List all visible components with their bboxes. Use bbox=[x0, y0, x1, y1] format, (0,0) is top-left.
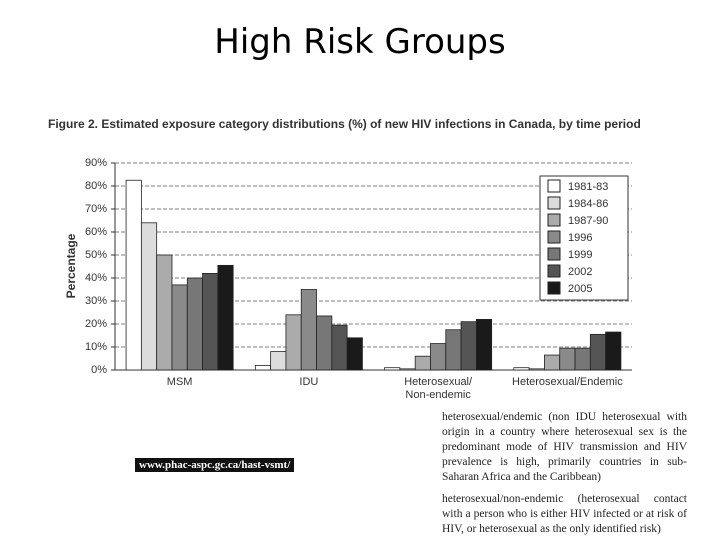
legend-label: 2002 bbox=[568, 266, 592, 278]
legend-label: 1981-83 bbox=[568, 181, 608, 193]
x-tick-label: Heterosexual/ Non-endemic bbox=[404, 376, 473, 401]
y-tick-label: 90% bbox=[85, 157, 107, 169]
note: heterosexual/endemic (non IDU heterosexu… bbox=[442, 411, 687, 483]
legend-swatch bbox=[547, 247, 561, 261]
y-tick-label: 10% bbox=[85, 341, 107, 353]
legend-label: 1987-90 bbox=[568, 215, 608, 227]
y-tick-label: 0% bbox=[91, 364, 107, 376]
source-url: www.phac-aspc.gc.ca/hast-vsmt/ bbox=[135, 458, 295, 472]
bar bbox=[475, 318, 493, 371]
bar bbox=[445, 329, 462, 371]
y-tick-label: 70% bbox=[85, 203, 107, 215]
bar bbox=[254, 364, 272, 371]
legend-swatch bbox=[547, 196, 561, 210]
bar bbox=[186, 277, 203, 371]
bar bbox=[605, 331, 622, 371]
x-tick-label: MSM bbox=[166, 376, 193, 388]
bar bbox=[300, 289, 317, 371]
bar bbox=[140, 222, 158, 371]
bar bbox=[156, 254, 173, 371]
legend-swatch bbox=[547, 179, 561, 193]
bar bbox=[589, 333, 607, 371]
bar bbox=[346, 337, 363, 371]
y-tick-label: 20% bbox=[85, 318, 107, 330]
bar bbox=[513, 367, 530, 371]
y-tick-label: 40% bbox=[85, 272, 107, 284]
x-tick-label: Heterosexual/Endemic bbox=[512, 376, 623, 388]
legend-swatch bbox=[547, 281, 561, 295]
bar bbox=[559, 347, 576, 371]
legend-label: 1996 bbox=[568, 232, 592, 244]
bar bbox=[430, 343, 447, 371]
y-tick-label: 50% bbox=[85, 249, 107, 261]
bar bbox=[270, 351, 287, 371]
bar bbox=[316, 315, 333, 371]
y-tick-label: 30% bbox=[85, 295, 107, 307]
bar bbox=[414, 355, 431, 371]
figure-caption: Figure 2. Estimated exposure category di… bbox=[48, 117, 641, 131]
legend-swatch bbox=[547, 264, 561, 278]
bar bbox=[460, 321, 477, 371]
note: heterosexual/non-endemic (heterosexual c… bbox=[442, 493, 687, 535]
bar bbox=[544, 354, 561, 371]
y-tick-label: 80% bbox=[85, 180, 107, 192]
x-tick-label: IDU bbox=[299, 376, 319, 388]
y-tick-label: 60% bbox=[85, 226, 107, 238]
bar bbox=[384, 367, 401, 371]
legend-label: 1999 bbox=[568, 249, 592, 261]
legend-label: 1984-86 bbox=[568, 198, 608, 210]
bar bbox=[399, 368, 416, 371]
bar bbox=[574, 347, 591, 371]
bar bbox=[331, 324, 348, 371]
y-axis-label: Percentage bbox=[64, 233, 78, 298]
bar bbox=[285, 314, 302, 371]
legend-swatch bbox=[547, 230, 561, 244]
legend-label: 2005 bbox=[568, 283, 592, 295]
legend-swatch bbox=[547, 213, 561, 227]
slide-title: High Risk Groups bbox=[214, 22, 506, 62]
bar bbox=[217, 264, 234, 371]
bar bbox=[171, 284, 188, 371]
bar bbox=[125, 179, 142, 371]
bar bbox=[202, 272, 219, 371]
bar bbox=[528, 368, 545, 371]
